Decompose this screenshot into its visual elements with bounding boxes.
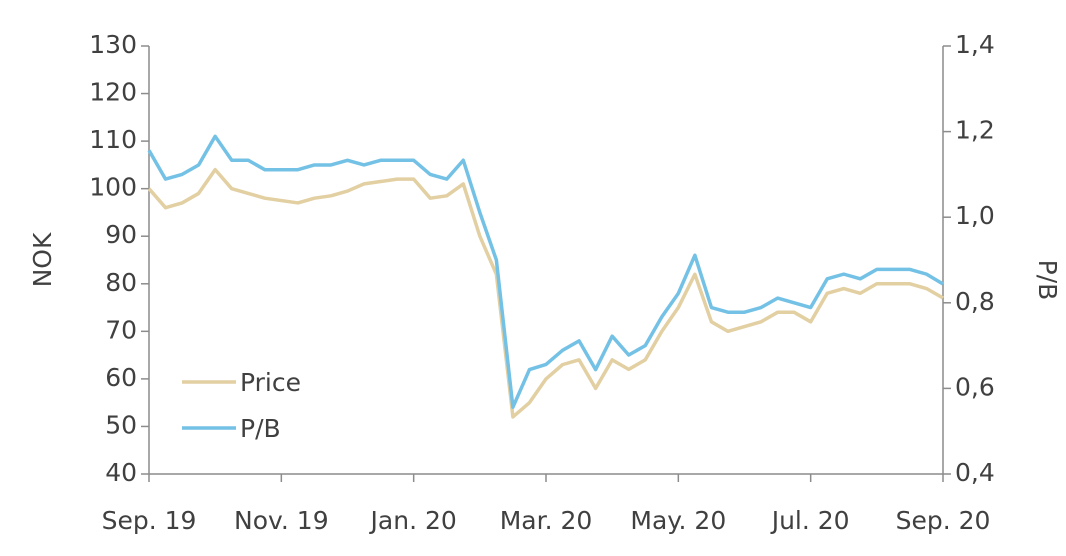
y-tick-label: 50 (105, 410, 137, 439)
y-tick-label: 80 (105, 268, 137, 297)
y-tick-label: 100 (89, 173, 137, 202)
x-tick-label: Sep. 19 (102, 506, 197, 535)
y2-axis-label: P/B (1033, 260, 1062, 301)
x-tick-label: May. 20 (630, 506, 726, 535)
y-tick-label: 130 (89, 30, 137, 59)
line-series (147, 167, 944, 419)
y2-tick-label: 0,4 (955, 458, 995, 487)
y2-tick-label: 0,8 (955, 287, 995, 316)
x-tick-label: Mar. 20 (500, 506, 593, 535)
y-tick-label: 60 (105, 363, 137, 392)
y2-tick-label: 1,4 (955, 30, 995, 59)
y2-tick-label: 1,0 (955, 201, 995, 230)
y-tick-label: 90 (105, 220, 137, 249)
y2-tick-label: 0,6 (955, 372, 995, 401)
y-axis-label: NOK (28, 232, 57, 287)
legend-label: P/B (240, 414, 281, 443)
y-tick-label: 110 (89, 125, 137, 154)
y-tick-label: 70 (105, 315, 137, 344)
y-tick-label: 40 (105, 458, 137, 487)
y2-tick-label: 1,2 (955, 116, 995, 145)
x-tick-label: Nov. 19 (234, 506, 329, 535)
y-tick-label: 120 (89, 78, 137, 107)
x-tick-label: Jan. 20 (369, 506, 457, 535)
legend-label: Price (240, 368, 301, 397)
x-tick-label: Sep. 20 (896, 506, 991, 535)
x-tick-label: Jul. 20 (770, 506, 850, 535)
line-series (147, 134, 944, 409)
